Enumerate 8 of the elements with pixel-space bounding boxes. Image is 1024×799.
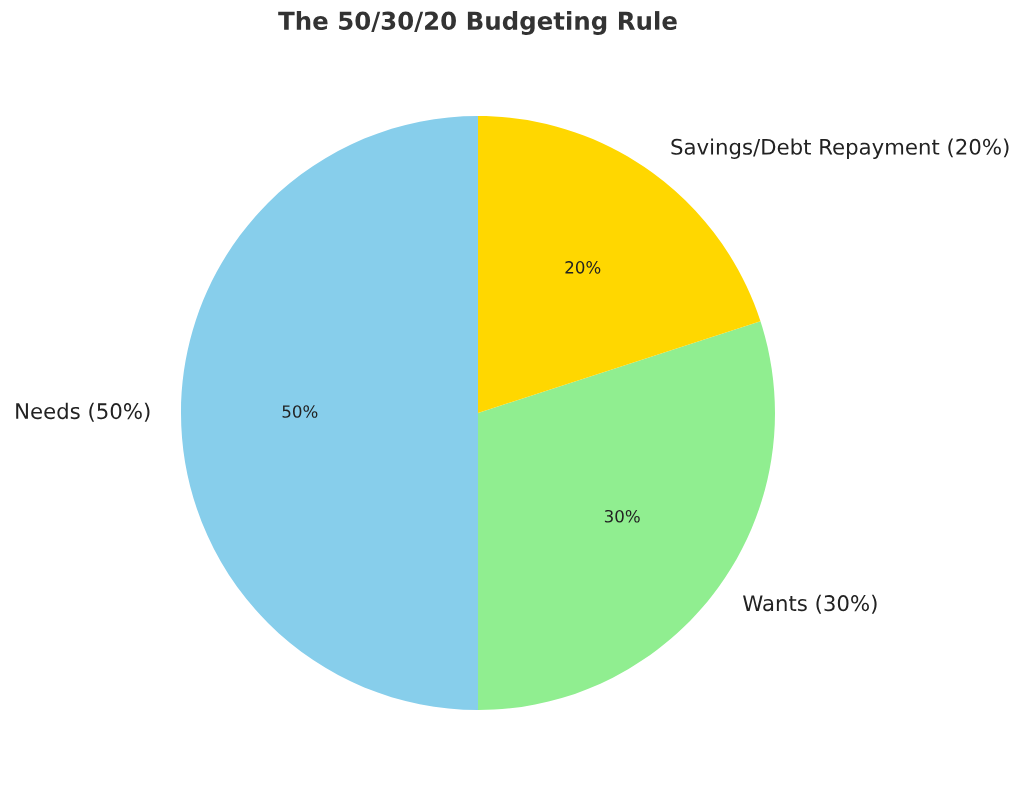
slice-label: Wants (30%) — [743, 594, 877, 614]
slice-label: Needs (50%) — [16, 402, 150, 422]
data-label: 50% — [282, 405, 318, 418]
data-label: 20% — [565, 261, 601, 274]
slice-label: Savings/Debt Repayment (20%) — [671, 138, 1009, 159]
pie-slice — [181, 116, 478, 710]
data-label: 30% — [604, 509, 640, 523]
chart-title: The 50/30/20 Budgeting Rule — [278, 11, 677, 35]
